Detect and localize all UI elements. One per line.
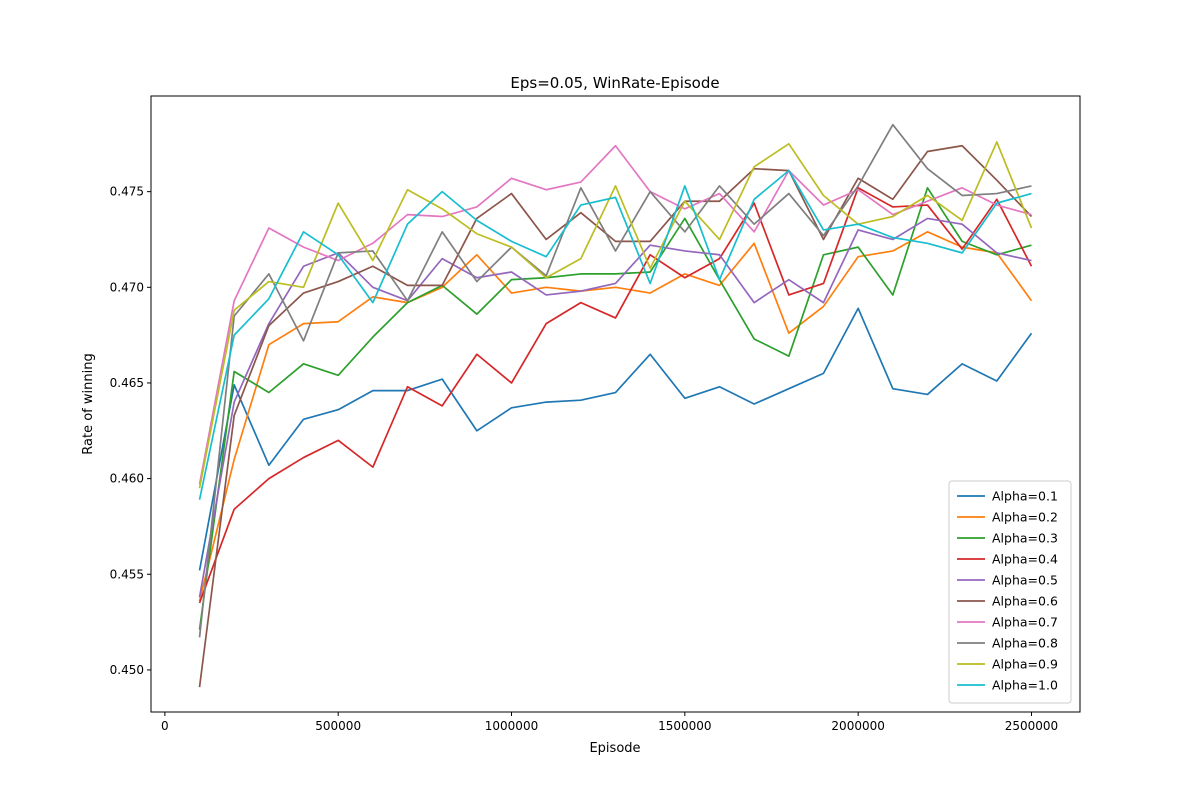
legend-entry-label: Alpha=0.9	[992, 657, 1058, 672]
x-tick-label: 0	[161, 719, 169, 733]
series-line-6	[198, 144, 1033, 688]
chart-title: Eps=0.05, WinRate-Episode	[510, 74, 719, 92]
series-line-5	[198, 217, 1032, 598]
plot-frame	[150, 95, 1081, 713]
series-line-1	[198, 307, 1033, 571]
series-line-2	[198, 230, 1033, 602]
legend-entry-label: Alpha=0.2	[992, 510, 1058, 525]
axis-ticks: 0 500000 1000000 1500000 2000000 2500000 0.450…	[110, 185, 1059, 733]
legend-entry-label: Alpha=0.5	[992, 573, 1058, 588]
series-line-4	[198, 186, 1033, 604]
legend: Alpha=0.1 Alpha=0.2 Alpha=0.3 Alpha=0.4 Alph…	[948, 480, 1072, 704]
x-axis-label: Episode	[589, 741, 640, 756]
series-line-8	[198, 123, 1032, 638]
y-tick-label: 0.450	[110, 663, 144, 677]
x-tick-label: 500000	[315, 719, 361, 733]
series-line-7	[198, 144, 1032, 485]
legend-entry-label: Alpha=0.7	[992, 615, 1058, 630]
x-tick-label: 1500000	[658, 719, 711, 733]
legend-box	[948, 480, 1072, 704]
y-tick-label: 0.475	[110, 185, 144, 199]
legend-entry-label: Alpha=0.6	[992, 594, 1058, 609]
legend-entry-label: Alpha=0.4	[992, 552, 1058, 567]
series-lines	[198, 123, 1033, 688]
y-tick-label: 0.460	[110, 472, 144, 486]
x-tick-label: 1000000	[485, 719, 538, 733]
legend-entry-label: Alpha=0.1	[992, 489, 1058, 504]
y-tick-label: 0.465	[110, 376, 144, 390]
series-line-10	[198, 169, 1032, 500]
x-tick-label: 2500000	[1005, 719, 1058, 733]
series-line-9	[198, 141, 1033, 489]
y-axis-label: Rate of winning	[81, 353, 96, 454]
legend-entry-label: Alpha=0.3	[992, 531, 1058, 546]
legend-entry-label: Alpha=1.0	[992, 678, 1058, 693]
x-tick-label: 2000000	[831, 719, 884, 733]
series-line-3	[198, 186, 1032, 630]
legend-entry-label: Alpha=0.8	[992, 636, 1058, 651]
y-tick-label: 0.455	[110, 567, 144, 581]
y-tick-label: 0.470	[110, 280, 144, 294]
